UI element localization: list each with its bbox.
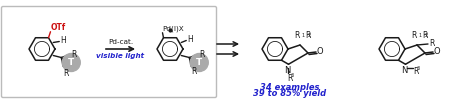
Text: T: T [196, 58, 202, 67]
Text: 2: 2 [308, 33, 311, 38]
Text: T: T [68, 58, 74, 67]
Text: R: R [71, 50, 77, 59]
Text: R: R [422, 31, 428, 40]
Text: H: H [187, 35, 193, 44]
Text: visible light: visible light [96, 53, 145, 59]
FancyBboxPatch shape [1, 6, 217, 97]
Text: R: R [295, 31, 300, 40]
Text: Pd-cat.: Pd-cat. [108, 39, 133, 45]
Text: R: R [305, 31, 310, 40]
Text: 2: 2 [425, 33, 428, 38]
Text: O: O [434, 46, 441, 56]
Circle shape [62, 54, 80, 72]
Text: R: R [413, 67, 419, 76]
Text: R: R [288, 74, 293, 83]
Text: OTf: OTf [51, 23, 66, 32]
Text: R: R [411, 31, 417, 40]
Text: 3: 3 [291, 73, 293, 78]
Text: N: N [401, 66, 408, 75]
Text: 34 examples: 34 examples [260, 83, 320, 92]
Text: R: R [63, 68, 69, 77]
Text: 39 to 85% yield: 39 to 85% yield [254, 89, 327, 98]
Text: H: H [60, 36, 66, 45]
Text: O: O [317, 46, 324, 56]
Text: R: R [199, 50, 205, 59]
Text: 3: 3 [417, 66, 419, 71]
Text: R: R [429, 39, 434, 48]
Text: 1: 1 [418, 33, 421, 38]
Circle shape [190, 54, 208, 72]
Text: Pd(I)X: Pd(I)X [163, 25, 184, 32]
Text: N: N [284, 66, 291, 75]
Text: R: R [191, 67, 197, 76]
Text: 1: 1 [301, 33, 304, 38]
